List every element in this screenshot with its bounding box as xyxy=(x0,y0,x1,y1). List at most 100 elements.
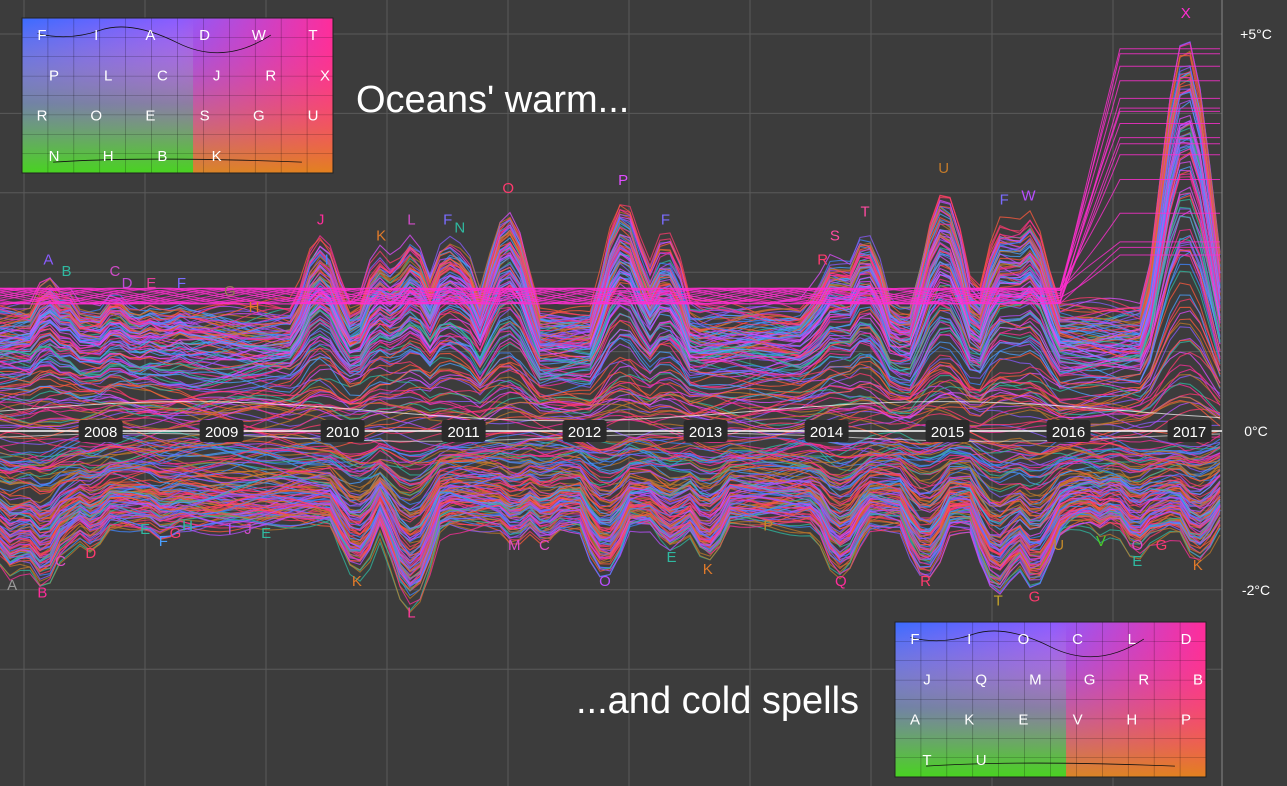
cold-event-label: U xyxy=(1053,537,1064,554)
warm-series-line xyxy=(0,310,1221,411)
cold-series-line xyxy=(0,460,1221,515)
map-region-label: T xyxy=(922,752,931,769)
cold-event-label: K xyxy=(703,561,713,578)
warm-event-label: P xyxy=(618,172,628,189)
map-region-label: O xyxy=(1018,631,1030,648)
cold-series-line xyxy=(0,432,1221,468)
map-region-label: R xyxy=(37,108,48,125)
warm-event-label: X xyxy=(1181,5,1191,22)
year-label-text: 2011 xyxy=(447,424,479,441)
cold-series-line xyxy=(0,484,1221,548)
map-region-label: C xyxy=(1072,631,1083,648)
cold-event-label: G xyxy=(1156,537,1168,554)
map-region-label: P xyxy=(1181,712,1191,729)
cold-series-line xyxy=(0,422,1221,456)
map-region-label: I xyxy=(967,631,971,648)
warm-event-label: O xyxy=(502,180,514,197)
cold-event-label: E xyxy=(261,525,271,542)
warm-series-line xyxy=(0,389,1221,430)
cold-series-line xyxy=(0,466,1221,523)
warm-event-label: D xyxy=(122,275,133,292)
warm-event-label: L xyxy=(407,212,415,229)
map-region-label: H xyxy=(103,148,114,165)
map-region-label: E xyxy=(145,108,155,125)
map-frame xyxy=(21,17,334,174)
warm-series-line xyxy=(0,351,1221,421)
warm-event-label: F xyxy=(661,212,670,229)
year-label-box xyxy=(804,420,849,442)
cold-series-line xyxy=(0,498,1221,589)
year-labels: 2008 2009 2010 2011 2012 2013 2014 2015 2016 2017 xyxy=(78,420,1212,442)
cold-series-line xyxy=(0,482,1221,556)
cold-event-label: T xyxy=(994,593,1003,610)
map-region-label: F xyxy=(910,631,919,648)
cold-event-label: P xyxy=(763,517,773,534)
cold-series-line xyxy=(0,450,1221,504)
map-coastline xyxy=(910,630,1145,658)
warm-event-label: S xyxy=(830,227,840,244)
map-region-label: D xyxy=(1181,631,1192,648)
cold-event-label: V xyxy=(1096,533,1106,550)
warm-series-line xyxy=(0,248,1221,390)
map-region-label: R xyxy=(265,67,276,84)
year-label: 2015 xyxy=(925,420,970,442)
map-region-label: A xyxy=(145,27,155,44)
cold-event-label: F xyxy=(159,533,168,550)
map-coastline xyxy=(53,158,302,163)
warm-event-label: U xyxy=(938,160,949,177)
map-region-label: F xyxy=(37,27,46,44)
warm-event-label: N xyxy=(454,220,465,237)
cold-series-line xyxy=(0,503,1221,600)
cold-event-label: O xyxy=(599,573,611,590)
map-coastline xyxy=(926,762,1175,767)
y-tick-label: +5°C xyxy=(1240,26,1272,42)
year-label: 2014 xyxy=(804,420,849,442)
year-label-text: 2012 xyxy=(568,424,601,441)
warm-event-label: A xyxy=(43,251,53,268)
warm-series-line xyxy=(0,122,1221,346)
cold-series-line xyxy=(0,506,1221,589)
cold-event-label: Q xyxy=(835,573,847,590)
map-region-label: E xyxy=(1018,712,1028,729)
cold-event-label: I xyxy=(228,521,232,538)
year-label-box xyxy=(1167,420,1212,442)
cold-event-label: A xyxy=(7,577,17,594)
cold-series-line xyxy=(0,431,1221,472)
map-region-label: N xyxy=(49,148,60,165)
warm-series-line xyxy=(0,42,1221,332)
warm-series-line xyxy=(0,228,1221,387)
warm-series-line xyxy=(0,215,1221,381)
year-label: 2017 xyxy=(1167,420,1212,442)
map-region-label: L xyxy=(104,67,112,84)
warm-series-line xyxy=(0,151,1221,365)
y-tick-label: -2°C xyxy=(1242,582,1270,598)
cold-series-line xyxy=(0,442,1221,490)
year-label-box xyxy=(199,420,244,442)
year-label: 2012 xyxy=(562,420,607,442)
warm-regions-map: F I A D W T P L C J R X R O E S G U N H B K xyxy=(21,17,334,174)
warm-series-line xyxy=(0,206,1221,376)
cold-event-label: H xyxy=(182,517,193,534)
cold-series-line xyxy=(0,490,1221,570)
map-region-label: T xyxy=(308,27,317,44)
cold-regions-map: F I O C L D J Q M G R B A K E V H P T U xyxy=(894,621,1207,778)
cold-series-line xyxy=(0,477,1221,533)
warm-series-line xyxy=(0,394,1221,432)
cold-event-label: E xyxy=(140,521,150,538)
cold-series-line xyxy=(0,472,1221,539)
y-tick-labels: +5°C 0°C -2°C xyxy=(1240,26,1272,598)
warm-event-label: B xyxy=(62,263,72,280)
year-label-box xyxy=(320,420,365,442)
map-coastline xyxy=(37,26,272,54)
year-label: 2013 xyxy=(683,420,728,442)
year-label-text: 2013 xyxy=(689,424,722,441)
cold-series-line xyxy=(0,490,1221,577)
headline-warm: Oceans' warm... xyxy=(356,79,629,121)
map-region-label: X xyxy=(320,67,330,84)
year-label-text: 2008 xyxy=(84,424,117,441)
cold-series-line xyxy=(0,502,1221,594)
year-label-text: 2016 xyxy=(1052,424,1085,441)
mean-warm-line xyxy=(0,401,1221,422)
